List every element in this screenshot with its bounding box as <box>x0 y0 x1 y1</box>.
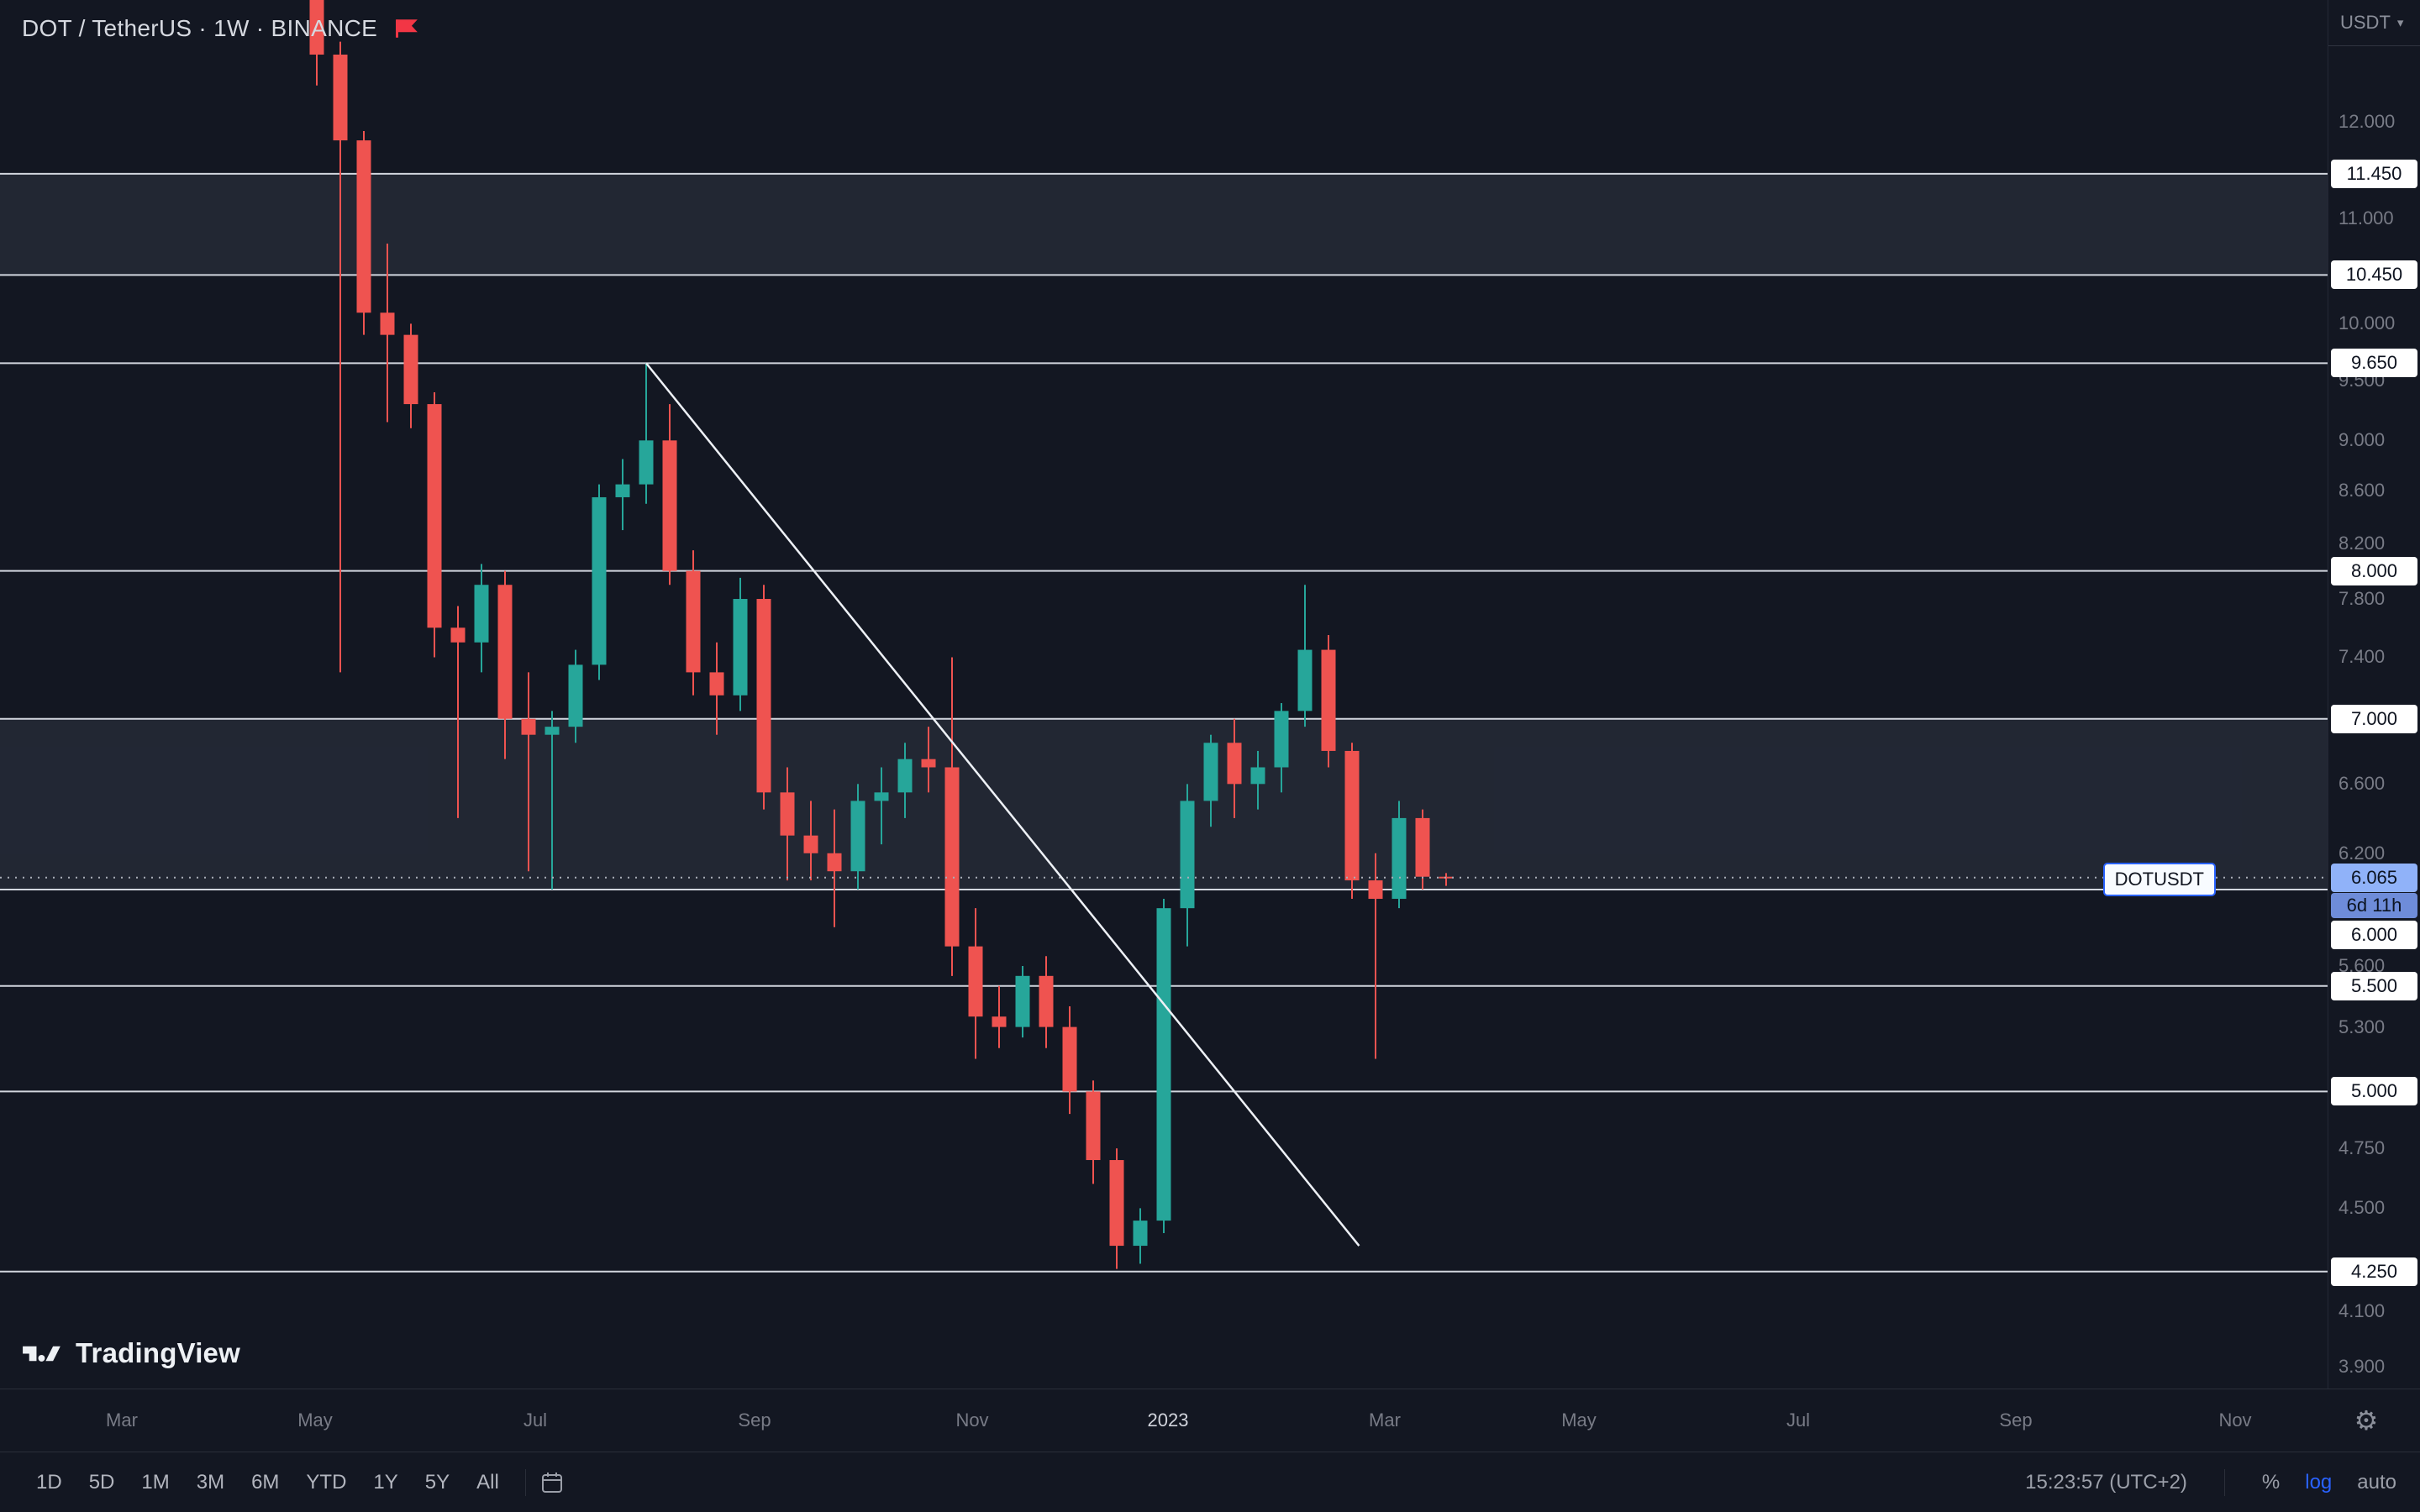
price-tick: 4.100 <box>2338 1300 2386 1322</box>
range-button-6m[interactable]: 6M <box>251 1470 280 1494</box>
price-level-badge: 11.450 <box>2331 159 2417 188</box>
chevron-down-icon: ▾ <box>2396 16 2404 30</box>
toolbar-right-group: 15:23:57 (UTC+2) % log auto <box>2025 1468 2396 1496</box>
range-button-3m[interactable]: 3M <box>196 1470 225 1494</box>
clock-label: 15:23:57 (UTC+2) <box>2025 1470 2187 1494</box>
price-level-badge: 6.000 <box>2331 921 2417 949</box>
time-axis-label: Sep <box>1999 1410 2033 1431</box>
time-axis-label: Sep <box>738 1410 771 1431</box>
price-axis[interactable]: USDT ▾ 6.065 6d 11h 12.000 11.000 10.000 9.… <box>2328 0 2420 1389</box>
price-level-badge: 9.650 <box>2331 349 2417 378</box>
time-axis-label: 2023 <box>1147 1410 1189 1431</box>
range-button-1m[interactable]: 1M <box>141 1470 170 1494</box>
time-axis-label: Nov <box>2218 1410 2252 1431</box>
range-button-ytd[interactable]: YTD <box>306 1470 347 1494</box>
range-button-5y[interactable]: 5Y <box>424 1470 450 1494</box>
toolbar-divider <box>524 1468 526 1496</box>
price-tick: 9.000 <box>2338 429 2386 451</box>
price-tick: 4.500 <box>2338 1197 2386 1219</box>
price-tick: 6.200 <box>2338 842 2386 864</box>
symbol-price-line-label: DOTUSDT <box>2102 862 2216 896</box>
price-level-badge: 8.000 <box>2331 556 2417 585</box>
time-axis[interactable]: ⚙ Mar May Jul Sep Nov 2023 Mar May Jul Sep Nov <box>0 1389 2420 1452</box>
currency-label: USDT <box>2340 12 2391 33</box>
price-band <box>0 173 2328 276</box>
range-button-1d[interactable]: 1D <box>36 1470 62 1494</box>
candles-layer <box>309 0 1454 1269</box>
symbol-legend[interactable]: DOT / TetherUS · 1W · BINANCE <box>22 15 419 42</box>
time-axis-label: May <box>1561 1410 1597 1431</box>
tradingview-logo-mark <box>23 1346 60 1362</box>
current-price-badge: 6.065 <box>2331 863 2417 892</box>
candlestick-chart[interactable] <box>0 0 2328 1389</box>
tradingview-logo-text: TradingView <box>76 1337 240 1368</box>
time-axis-label: Jul <box>1786 1410 1811 1431</box>
go-to-date-icon[interactable] <box>539 1470 565 1495</box>
time-axis-label: Nov <box>955 1410 989 1431</box>
bar-countdown-badge: 6d 11h <box>2331 892 2417 918</box>
price-tick: 7.400 <box>2338 646 2386 668</box>
range-button-1y[interactable]: 1Y <box>373 1470 398 1494</box>
price-tick: 8.600 <box>2338 480 2386 501</box>
price-tick: 5.300 <box>2338 1016 2386 1037</box>
time-axis-label: Mar <box>106 1410 138 1431</box>
tradingview-logo[interactable]: TradingView <box>22 1337 240 1369</box>
price-level-badge: 7.000 <box>2331 704 2417 733</box>
percent-scale-button[interactable]: % <box>2261 1470 2281 1494</box>
trendline[interactable] <box>645 362 1360 1247</box>
price-tick: 3.900 <box>2338 1356 2386 1378</box>
range-button-5d[interactable]: 5D <box>88 1470 115 1494</box>
time-axis-label: May <box>297 1410 333 1431</box>
price-tick: 11.000 <box>2338 207 2394 228</box>
range-button-all[interactable]: All <box>476 1470 499 1494</box>
price-tick: 6.600 <box>2338 773 2386 795</box>
price-level-badge: 5.500 <box>2331 971 2417 1000</box>
price-tick: 12.000 <box>2338 110 2396 132</box>
chart-area[interactable]: DOT / TetherUS · 1W · BINANCE DOTUSDT <box>0 0 2328 1389</box>
price-level-badge: 4.250 <box>2331 1257 2417 1286</box>
price-tick: 8.200 <box>2338 533 2386 554</box>
price-tick: 7.800 <box>2338 588 2386 610</box>
bottom-toolbar: 1D 5D 1M 3M 6M YTD 1Y 5Y All 15:23:57 (UTC+2) % … <box>0 1452 2420 1512</box>
log-scale-button[interactable]: log <box>2305 1470 2333 1494</box>
time-axis-label: Mar <box>1369 1410 1401 1431</box>
price-tick: 10.000 <box>2338 312 2396 334</box>
gear-icon[interactable]: ⚙ <box>2354 1405 2379 1436</box>
flag-icon[interactable] <box>396 19 419 38</box>
time-axis-label: Jul <box>523 1410 548 1431</box>
range-button-group: 1D 5D 1M 3M 6M YTD 1Y 5Y All <box>24 1466 565 1499</box>
currency-button[interactable]: USDT ▾ <box>2328 0 2420 46</box>
price-level-badge: 5.000 <box>2331 1077 2417 1106</box>
price-band <box>0 718 2328 890</box>
price-tick: 4.750 <box>2338 1137 2386 1159</box>
toolbar-divider <box>2223 1468 2225 1496</box>
auto-scale-button[interactable]: auto <box>2357 1470 2396 1494</box>
price-level-badge: 10.450 <box>2331 260 2417 290</box>
symbol-title[interactable]: DOT / TetherUS · 1W · BINANCE <box>22 15 378 41</box>
